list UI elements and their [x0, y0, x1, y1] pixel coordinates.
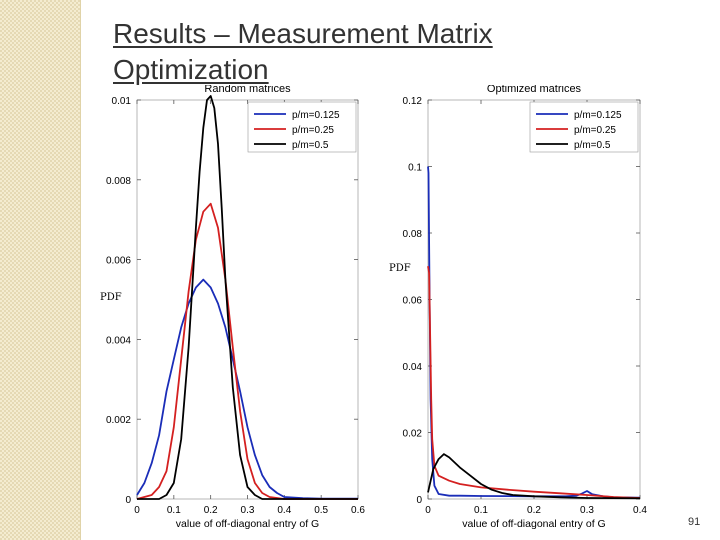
chart-optimized-matrices: Optimized matrices 0 0.02 0.04 0.06 0.08 0.1 0.…	[403, 85, 648, 530]
x-axis-label: value of off-diagonal entry of G	[176, 518, 319, 530]
x-tick-label: 0	[134, 505, 140, 516]
legend-entry: p/m=0.125	[574, 110, 622, 121]
legend: p/m=0.125 p/m=0.25 p/m=0.5	[247, 101, 357, 153]
chart-random-matrices: Random matrices 0 0.002 0.004 0.006 0.008 0.01…	[106, 85, 365, 530]
x-tick-label: 0.4	[277, 505, 291, 516]
y-tick-label: 0.006	[106, 256, 131, 267]
y-tick-label: 0.008	[106, 176, 131, 187]
series-line-0	[136, 278, 358, 500]
chart-title: Random matrices	[204, 85, 291, 95]
y-axis-label-left: PDF	[100, 292, 122, 303]
page-number: 91	[688, 516, 701, 528]
series-line-2	[137, 95, 358, 500]
legend: p/m=0.125 p/m=0.25 p/m=0.5	[529, 101, 639, 153]
x-axis-label: value of off-diagonal entry of G	[462, 518, 605, 530]
x-tick-label: 0.2	[527, 505, 541, 516]
slide-title: Results – Measurement Matrix Optimizatio…	[113, 16, 573, 88]
series-line-2	[427, 453, 641, 500]
legend-entry: p/m=0.125	[292, 110, 340, 121]
legend-entry: p/m=0.25	[292, 125, 334, 136]
plot-frame	[427, 99, 641, 500]
y-tick-label: 0	[125, 495, 131, 506]
series-line-0	[427, 166, 641, 499]
y-tick-label: 0.04	[403, 362, 423, 373]
legend-entry: p/m=0.25	[574, 125, 616, 136]
y-tick-label: 0.004	[106, 335, 131, 346]
chart-title: Optimized matrices	[487, 85, 582, 95]
legend-entry: p/m=0.5	[574, 140, 611, 151]
y-tick-label: 0.08	[403, 229, 423, 240]
x-tick-label: 0.6	[351, 505, 365, 516]
x-tick-label: 0.4	[633, 505, 647, 516]
x-tick-label: 0.3	[580, 505, 594, 516]
legend-entry: p/m=0.5	[292, 140, 329, 151]
slide-title-line-1: Results – Measurement Matrix	[113, 18, 493, 49]
plot-frame	[136, 99, 359, 500]
x-tick-label: 0.2	[204, 505, 218, 516]
series-line-1	[136, 202, 358, 500]
y-axis-label-right: PDF	[389, 263, 411, 274]
y-tick-label: 0.002	[106, 415, 131, 426]
series-line-1	[427, 266, 641, 499]
x-tick-label: 0	[425, 505, 431, 516]
x-tick-label: 0.1	[167, 505, 181, 516]
y-tick-label: 0.06	[403, 296, 423, 307]
x-tick-label: 0.1	[474, 505, 488, 516]
x-tick-label: 0.3	[241, 505, 255, 516]
decorative-sidebar	[0, 0, 81, 540]
y-tick-label: 0.02	[403, 429, 423, 440]
y-tick-label: 0	[416, 495, 422, 506]
y-tick-label: 0.1	[408, 163, 422, 174]
y-tick-label: 0.01	[112, 96, 132, 107]
x-tick-label: 0.5	[314, 505, 328, 516]
y-tick-label: 0.12	[403, 96, 423, 107]
slide-title-line-2: Optimization	[113, 54, 269, 85]
